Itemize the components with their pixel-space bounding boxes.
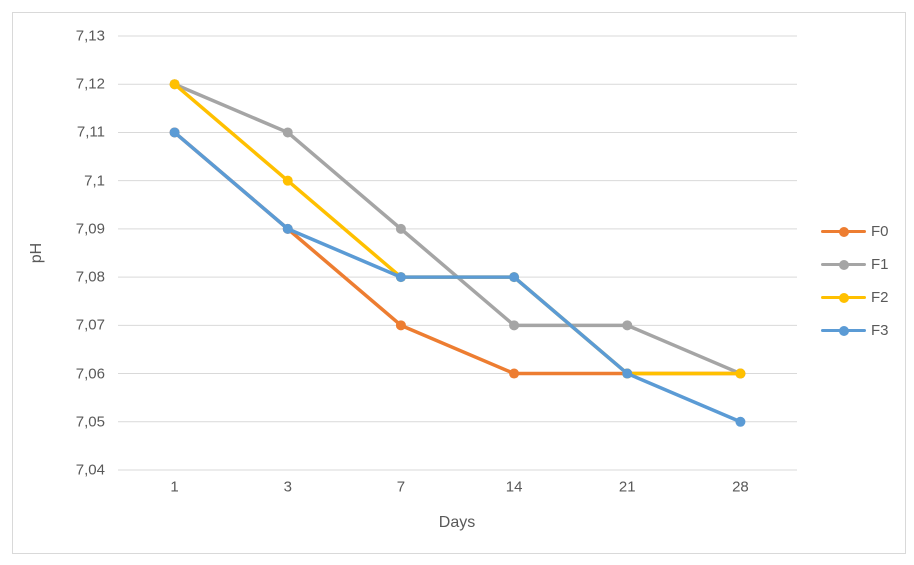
chart-area-border	[12, 12, 906, 554]
data-point-F2	[282, 175, 293, 186]
data-point-F3	[395, 272, 406, 283]
y-axis-tick-label: 7,06	[75, 365, 105, 383]
y-axis-tick-label: 7,04	[75, 461, 105, 479]
x-axis-tick-label: 14	[505, 478, 523, 496]
data-point-F2	[735, 368, 746, 379]
x-axis-tick-label: 1	[170, 478, 179, 496]
data-point-F3	[169, 127, 180, 138]
data-point-F1	[622, 320, 633, 331]
legend-item-f3: F3	[821, 321, 889, 340]
legend-item-f2: F2	[821, 288, 889, 307]
y-axis-tick-label: 7,08	[75, 268, 105, 286]
legend-label-f2: F2	[871, 289, 889, 306]
data-point-F3	[622, 368, 633, 379]
data-point-F2	[169, 79, 180, 90]
x-axis-tick-label: 21	[618, 478, 636, 496]
data-point-F0	[395, 320, 406, 331]
x-axis-tick-label: 3	[283, 478, 292, 496]
data-point-F3	[735, 416, 746, 427]
data-point-F3	[509, 272, 520, 283]
legend-line-marker-f1	[821, 259, 866, 270]
legend-item-f1: F1	[821, 255, 889, 274]
y-axis-title: pH	[28, 242, 45, 264]
data-point-F3	[282, 223, 293, 234]
legend-line-marker-f3	[821, 325, 866, 336]
y-axis-tick-label: 7,07	[75, 316, 105, 334]
legend-label-f0: F0	[871, 223, 889, 240]
x-axis-tick-label: 28	[732, 478, 749, 496]
legend-label-f3: F3	[871, 322, 889, 339]
x-axis-title: Days	[438, 514, 476, 531]
legend-item-f0: F0	[821, 222, 889, 241]
chart-legend: F0 F1 F2 F3	[821, 222, 889, 340]
legend-label-f1: F1	[871, 256, 889, 273]
data-point-F1	[395, 223, 406, 234]
data-point-F1	[509, 320, 520, 331]
y-axis-tick-label: 7,1	[84, 172, 105, 190]
legend-line-marker-f2	[821, 292, 866, 303]
data-point-F0	[509, 368, 520, 379]
y-axis-tick-label: 7,13	[75, 27, 105, 45]
y-axis-tick-label: 7,11	[76, 123, 105, 141]
data-point-F1	[282, 127, 293, 138]
y-axis-tick-label: 7,12	[75, 75, 105, 93]
y-axis-tick-label: 7,05	[75, 413, 105, 431]
series-line-F3	[172, 130, 743, 424]
legend-line-marker-f0	[821, 226, 866, 237]
x-axis-tick-label: 7	[396, 478, 406, 496]
y-axis-tick-label: 7,09	[75, 220, 105, 238]
